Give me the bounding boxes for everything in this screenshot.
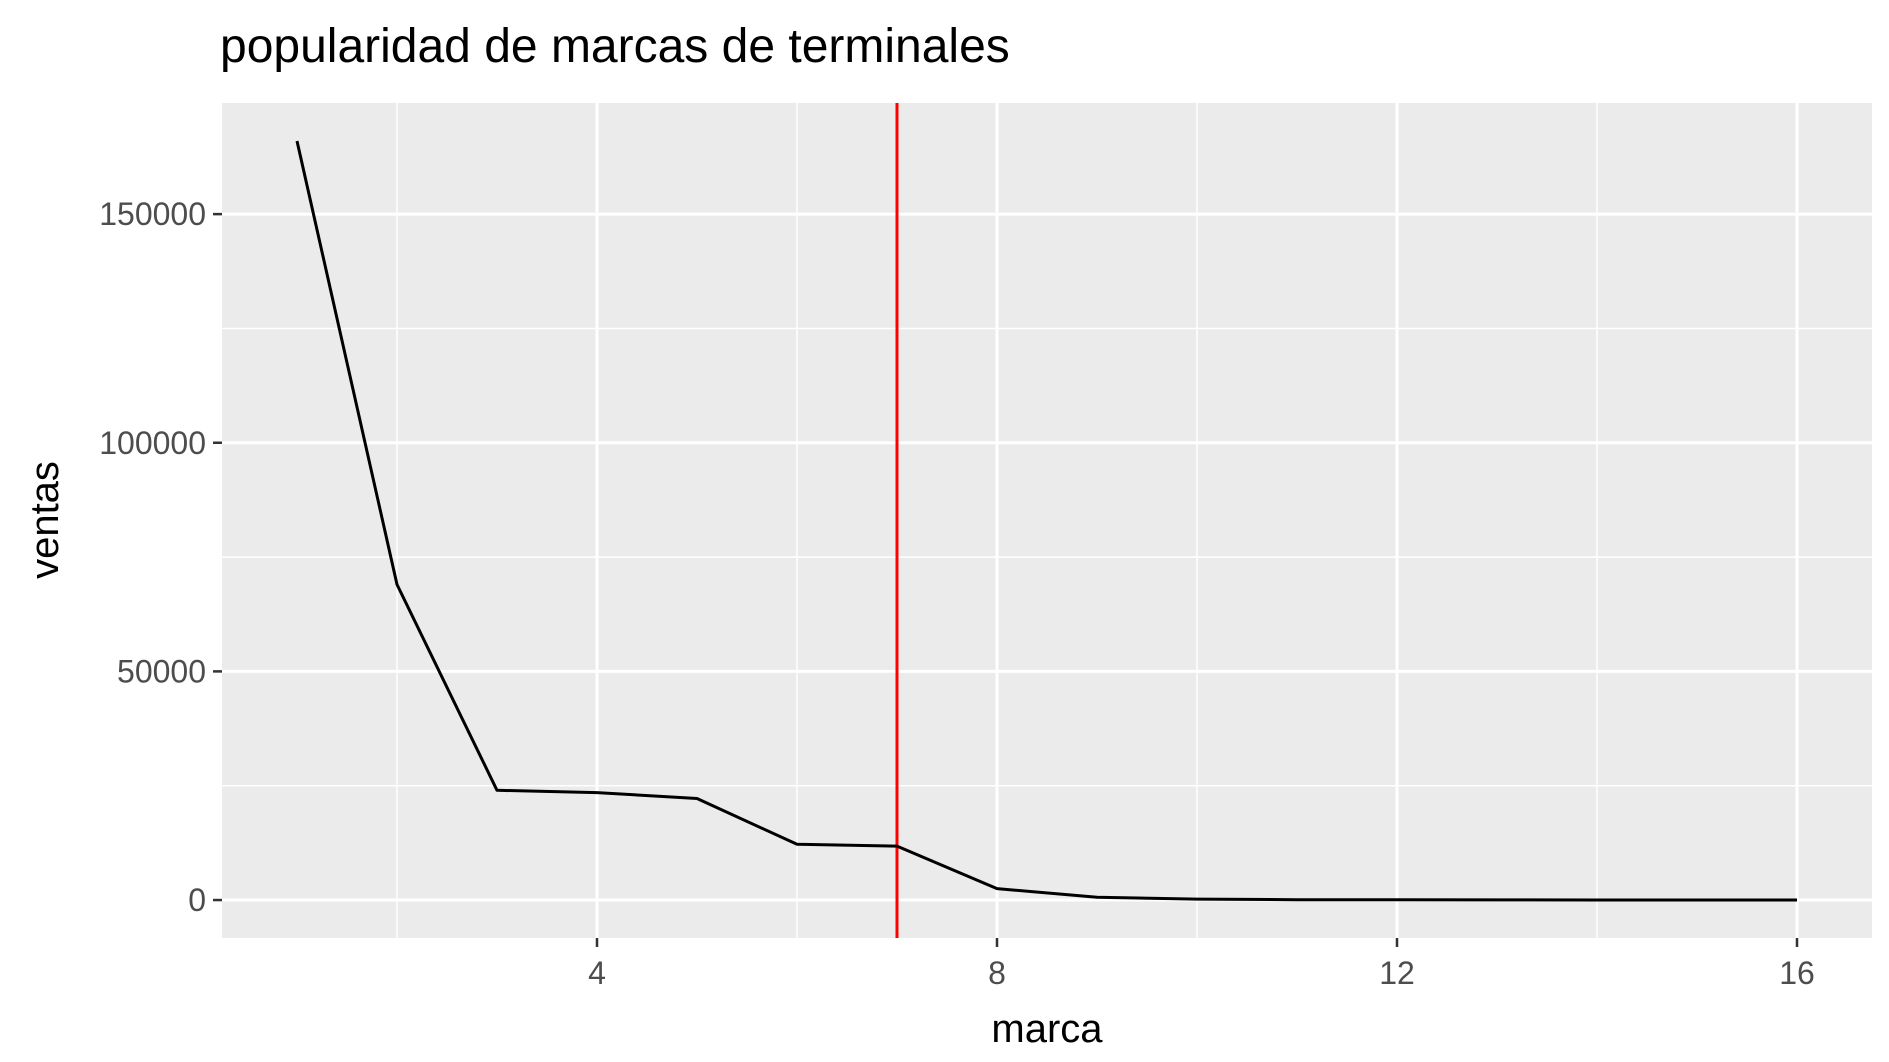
minor-gridlines xyxy=(222,103,1872,938)
y-tick-label: 150000 xyxy=(99,196,206,232)
y-tick-label: 50000 xyxy=(117,653,206,689)
x-axis-title: marca xyxy=(991,1007,1103,1051)
y-axis: 0 50000 100000 150000 xyxy=(99,196,222,918)
y-axis-title: ventas xyxy=(23,461,67,579)
x-tick-label: 4 xyxy=(588,955,606,991)
x-tick-label: 8 xyxy=(988,955,1006,991)
chart-title: popularidad de marcas de terminales xyxy=(220,20,1010,73)
series-line xyxy=(295,140,1797,902)
plot-panel xyxy=(222,103,1872,938)
y-tick-label: 100000 xyxy=(99,425,206,461)
x-tick-label: 16 xyxy=(1779,955,1815,991)
x-axis: 4 8 12 16 xyxy=(588,938,1815,991)
y-tick-label: 0 xyxy=(188,882,206,918)
major-gridlines xyxy=(222,103,1872,938)
series-group xyxy=(295,140,1797,902)
x-tick-label: 12 xyxy=(1379,955,1415,991)
